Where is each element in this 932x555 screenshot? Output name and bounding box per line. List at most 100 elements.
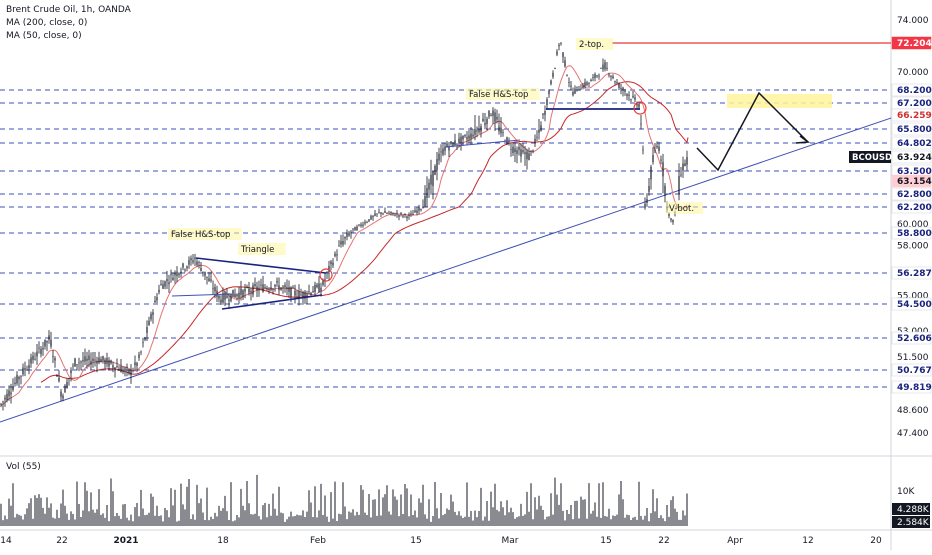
- candle-body: [254, 284, 256, 287]
- candle-body: [552, 72, 554, 77]
- candle-body: [100, 359, 102, 363]
- ma-200-path: [40, 81, 689, 383]
- candle-body: [102, 356, 104, 361]
- candle-body: [472, 134, 474, 137]
- candle-body: [474, 129, 476, 135]
- candle-body: [588, 82, 590, 84]
- candle-body: [684, 163, 686, 167]
- candle-body: [610, 76, 612, 78]
- candle-body: [142, 342, 144, 344]
- candle-body: [470, 133, 472, 139]
- candle-body: [64, 385, 66, 393]
- price-badge: [891, 36, 932, 50]
- candle-body: [484, 123, 486, 126]
- time-axis-tick: Mar: [502, 536, 519, 546]
- candle-body: [450, 141, 452, 143]
- candle-body: [654, 149, 656, 151]
- candle-body: [288, 286, 290, 292]
- candle-body: [656, 145, 658, 148]
- breakdown-circle: [633, 101, 647, 115]
- candle-body: [262, 284, 264, 292]
- candle-body: [542, 113, 544, 115]
- candle-body: [140, 351, 142, 353]
- candle-body: [468, 135, 470, 139]
- price-badge: [891, 150, 932, 164]
- candle-body: [124, 368, 126, 371]
- candle-body: [560, 42, 562, 44]
- candle-body: [642, 149, 644, 151]
- candle-body: [266, 287, 268, 290]
- price-badge: [891, 200, 932, 214]
- candle-body: [338, 245, 340, 247]
- candle-body: [500, 127, 502, 134]
- candle-body: [138, 354, 140, 358]
- candle-body: [562, 52, 564, 58]
- candle-body: [298, 291, 300, 299]
- candle-body: [608, 74, 610, 76]
- candle-body: [154, 300, 156, 303]
- candle-body: [106, 357, 108, 365]
- candle-body: [272, 288, 274, 290]
- candle-body: [72, 365, 74, 367]
- candle-body: [494, 112, 496, 122]
- candle-body: [636, 103, 638, 106]
- candle-body: [596, 75, 598, 77]
- candle-body: [274, 284, 276, 287]
- candle-body: [420, 209, 422, 210]
- candle-body: [426, 188, 428, 198]
- candle-body: [224, 292, 226, 300]
- candle-body: [382, 213, 384, 215]
- time-axis-tick: 22: [658, 536, 669, 546]
- price-badge-label: 68.200: [897, 86, 932, 96]
- candle-body: [90, 360, 92, 365]
- candle-body: [240, 288, 242, 295]
- candle-body: [280, 287, 282, 290]
- candle-body: [592, 77, 594, 78]
- horizontal-levels: [0, 42, 891, 388]
- time-axis: 14 22 2021 18 Feb 15 Mar 15 22 Apr 12 20: [0, 536, 882, 546]
- candle-body: [50, 339, 52, 347]
- price-badge-label: 64.802: [897, 139, 932, 149]
- price-badge-label: 67.200: [897, 99, 932, 109]
- candle-body: [378, 212, 380, 213]
- candle-body: [328, 265, 330, 272]
- annotation-label: False H&S-top: [171, 230, 230, 240]
- candle-body: [6, 393, 8, 401]
- candle-body: [412, 213, 414, 215]
- candle-body: [386, 213, 388, 214]
- candle-body: [134, 362, 136, 366]
- candle-body: [498, 126, 500, 132]
- candle-body: [602, 64, 604, 70]
- candle-body: [624, 91, 626, 92]
- price-badge: [891, 266, 932, 280]
- price-badge-label: 52.606: [897, 334, 932, 344]
- candle-body: [182, 263, 184, 268]
- candle-body: [244, 288, 246, 292]
- candle-body: [160, 284, 162, 286]
- candle-body: [442, 148, 444, 155]
- volume-badge-label: 2.584K: [897, 518, 930, 528]
- candle-body: [620, 88, 622, 89]
- candle-body: [360, 224, 362, 226]
- candle-body: [36, 351, 38, 357]
- candle-body: [340, 241, 342, 245]
- price-badge: [891, 83, 932, 97]
- candle-body: [8, 390, 10, 397]
- candle-body: [84, 356, 86, 362]
- candle-body: [174, 272, 176, 276]
- candle-body: [246, 286, 248, 288]
- candle-body: [476, 130, 478, 132]
- candle-body: [248, 288, 250, 293]
- candle-body: [60, 391, 62, 397]
- candle-body: [440, 151, 442, 153]
- candle-body: [212, 288, 214, 290]
- candle-body: [488, 110, 490, 117]
- candle-body: [166, 278, 168, 282]
- candle-body: [316, 284, 318, 288]
- candle-body: [626, 94, 628, 96]
- candle-body: [4, 397, 6, 400]
- candle-body: [356, 226, 358, 230]
- candle-body: [352, 228, 354, 230]
